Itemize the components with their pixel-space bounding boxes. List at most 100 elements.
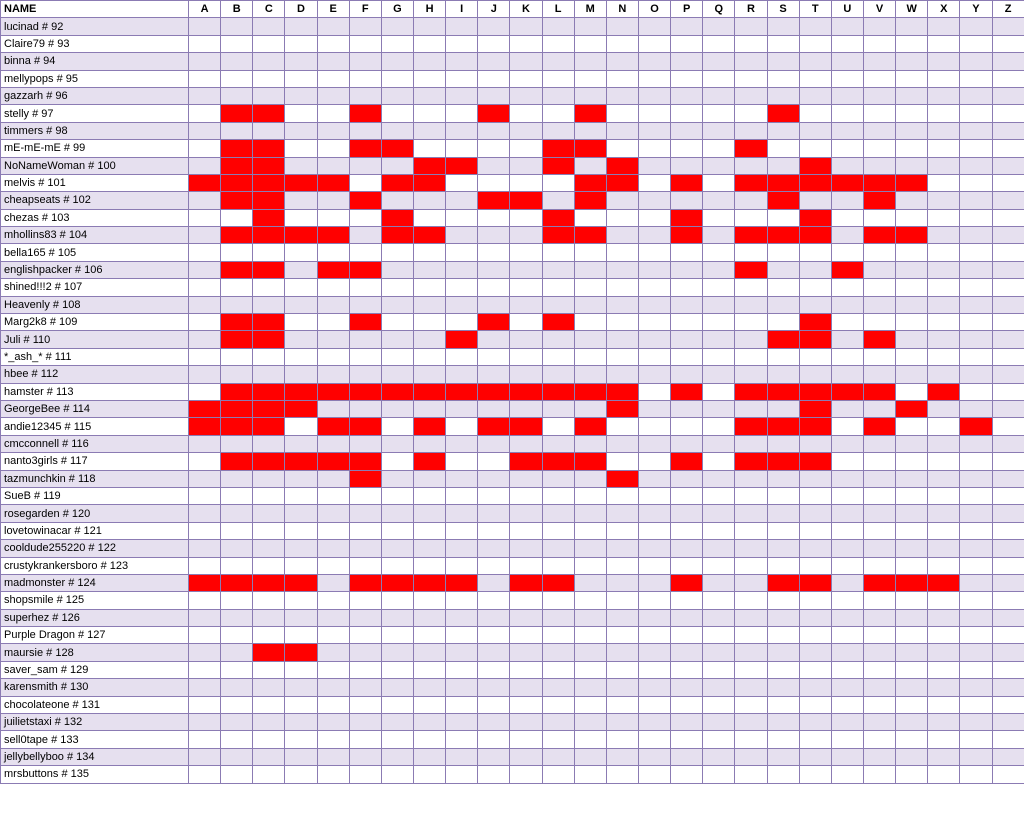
grid-cell-i[interactable] [445,539,479,558]
grid-cell-i[interactable] [445,591,479,610]
grid-cell-t[interactable] [798,347,832,367]
grid-cell-e[interactable] [316,765,350,784]
grid-cell-p[interactable] [670,504,704,523]
grid-cell-o[interactable] [637,226,672,245]
grid-cell-l[interactable] [541,504,575,523]
grid-cell-p[interactable] [670,52,704,71]
grid-cell-s[interactable] [766,86,800,106]
marked-cell-c[interactable] [252,399,286,419]
marked-cell-v[interactable] [862,382,897,401]
marked-cell-n[interactable] [605,173,639,193]
grid-cell-h[interactable] [412,330,447,349]
participant-name-cell[interactable]: Heavenly # 108 [0,295,189,315]
grid-cell-i[interactable] [445,313,479,332]
participant-name-cell[interactable]: *_ash_* # 111 [0,347,189,367]
grid-cell-u[interactable] [830,678,864,697]
grid-cell-s[interactable] [766,121,800,141]
grid-cell-q[interactable] [702,678,736,697]
grid-cell-v[interactable] [862,695,897,715]
column-header-l[interactable]: L [541,0,575,19]
grid-cell-n[interactable] [605,434,639,454]
marked-cell-w[interactable] [895,173,929,193]
grid-cell-i[interactable] [445,104,479,123]
grid-cell-p[interactable] [670,713,704,732]
marked-cell-m[interactable] [573,173,607,193]
grid-cell-j[interactable] [477,139,511,158]
grid-cell-j[interactable] [477,539,511,558]
grid-cell-u[interactable] [830,191,864,210]
grid-cell-d[interactable] [284,260,318,280]
participant-name-cell[interactable]: rosegarden # 120 [0,504,189,523]
grid-cell-p[interactable] [670,156,704,175]
grid-cell-v[interactable] [862,139,897,158]
grid-cell-i[interactable] [445,86,479,106]
grid-cell-c[interactable] [252,747,286,767]
grid-cell-e[interactable] [316,121,350,141]
grid-cell-r[interactable] [734,17,768,36]
grid-cell-r[interactable] [734,747,768,767]
grid-cell-v[interactable] [862,713,897,732]
grid-cell-u[interactable] [830,556,864,575]
marked-cell-c[interactable] [252,208,286,228]
grid-cell-v[interactable] [862,260,897,280]
grid-cell-q[interactable] [702,313,736,332]
grid-cell-s[interactable] [766,539,800,558]
grid-cell-v[interactable] [862,452,897,471]
grid-cell-q[interactable] [702,591,736,610]
grid-cell-w[interactable] [895,86,929,106]
grid-cell-s[interactable] [766,591,800,610]
grid-cell-f[interactable] [348,330,382,349]
grid-cell-t[interactable] [798,730,832,749]
grid-cell-q[interactable] [702,486,736,506]
grid-cell-o[interactable] [637,747,672,767]
grid-cell-t[interactable] [798,243,832,262]
grid-cell-f[interactable] [348,52,382,71]
grid-cell-k[interactable] [509,69,543,88]
grid-cell-j[interactable] [477,347,511,367]
grid-cell-r[interactable] [734,191,768,210]
grid-cell-u[interactable] [830,521,864,541]
grid-cell-n[interactable] [605,243,639,262]
grid-cell-l[interactable] [541,626,575,645]
grid-cell-g[interactable] [380,34,414,54]
grid-cell-q[interactable] [702,208,736,228]
column-header-c[interactable]: C [252,0,286,19]
grid-cell-k[interactable] [509,539,543,558]
grid-cell-a[interactable] [187,521,222,541]
grid-cell-i[interactable] [445,347,479,367]
grid-cell-t[interactable] [798,260,832,280]
grid-cell-k[interactable] [509,52,543,71]
participant-name-cell[interactable]: gazzarh # 96 [0,86,189,106]
grid-cell-o[interactable] [637,486,672,506]
grid-cell-l[interactable] [541,295,575,315]
participant-name-cell[interactable]: madmonster # 124 [0,573,189,593]
grid-cell-a[interactable] [187,139,222,158]
grid-cell-e[interactable] [316,243,350,262]
grid-cell-v[interactable] [862,347,897,367]
marked-cell-g[interactable] [380,139,414,158]
grid-cell-z[interactable] [991,417,1024,436]
marked-cell-c[interactable] [252,139,286,158]
grid-cell-o[interactable] [637,417,672,436]
grid-cell-m[interactable] [573,608,607,628]
grid-cell-t[interactable] [798,626,832,645]
grid-cell-u[interactable] [830,660,864,680]
column-header-z[interactable]: Z [991,0,1024,19]
participant-name-cell[interactable]: lucinad # 92 [0,17,189,36]
marked-cell-b[interactable] [220,226,254,245]
grid-cell-j[interactable] [477,173,511,193]
grid-cell-a[interactable] [187,34,222,54]
grid-cell-o[interactable] [637,504,672,523]
grid-cell-g[interactable] [380,17,414,36]
grid-cell-m[interactable] [573,626,607,645]
grid-cell-z[interactable] [991,643,1024,662]
grid-cell-o[interactable] [637,260,672,280]
grid-cell-o[interactable] [637,591,672,610]
grid-cell-y[interactable] [959,643,993,662]
grid-cell-b[interactable] [220,52,254,71]
grid-cell-j[interactable] [477,434,511,454]
grid-cell-z[interactable] [991,539,1024,558]
grid-cell-k[interactable] [509,330,543,349]
grid-cell-r[interactable] [734,330,768,349]
grid-cell-g[interactable] [380,417,414,436]
